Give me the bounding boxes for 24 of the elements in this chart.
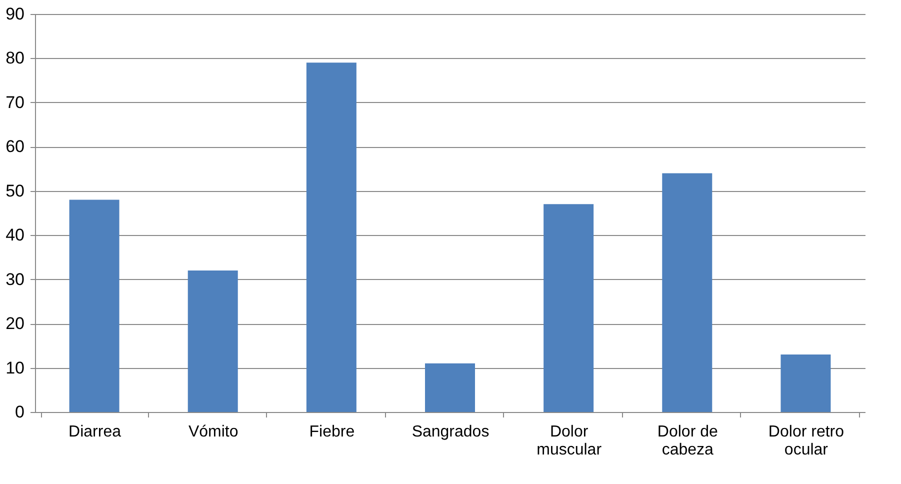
- y-tick-label: 80: [6, 48, 24, 68]
- x-tick-label: Fiebre: [309, 424, 355, 440]
- y-tick-label: 50: [6, 181, 24, 200]
- y-tick-label: 10: [6, 358, 24, 378]
- x-tick-label: Dolor de cabeza: [657, 424, 718, 458]
- bar: [306, 62, 356, 412]
- x-tick-label: Sangrados: [412, 424, 490, 440]
- bar: [662, 173, 712, 412]
- bar: [780, 354, 831, 412]
- y-tick-label: 60: [6, 137, 24, 156]
- x-tick-label: Dolor retro ocular: [768, 424, 844, 458]
- x-tick-label: Diarrea: [68, 424, 122, 440]
- bar: [188, 270, 238, 412]
- y-tick-label: 90: [6, 4, 24, 24]
- y-tick-label: 40: [6, 226, 24, 245]
- bar: [544, 204, 594, 412]
- bar: [69, 200, 120, 412]
- x-tick-label: Vómito: [188, 424, 238, 440]
- y-tick-label: 30: [6, 270, 24, 289]
- bar: [425, 363, 475, 412]
- y-tick-label: 0: [15, 402, 24, 422]
- y-tick-label: 70: [6, 92, 24, 112]
- y-tick-label: 20: [6, 314, 24, 334]
- x-tick-label: Dolor muscular: [536, 424, 602, 458]
